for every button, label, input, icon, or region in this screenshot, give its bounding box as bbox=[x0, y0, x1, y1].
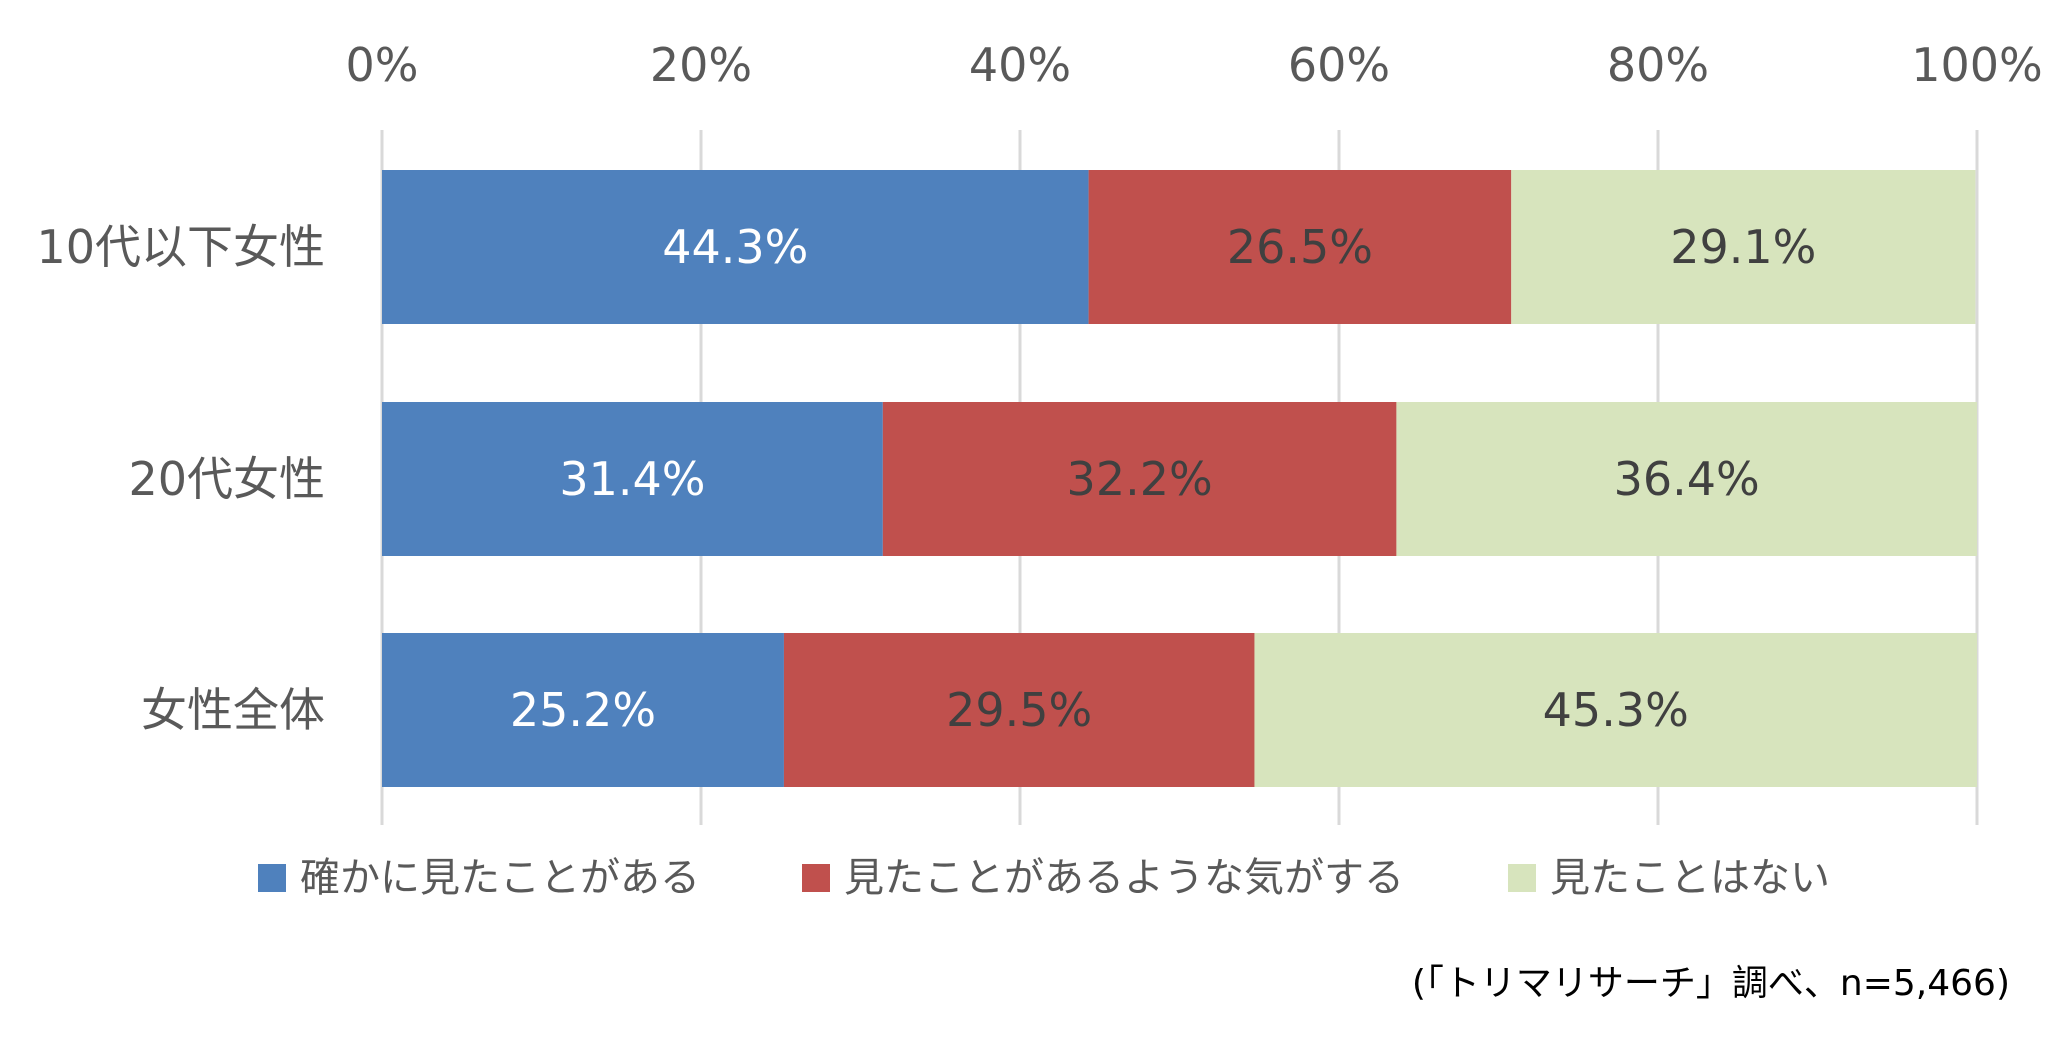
data-label: 45.3% bbox=[1543, 683, 1689, 737]
data-label: 26.5% bbox=[1227, 220, 1373, 274]
legend-swatch bbox=[802, 864, 830, 892]
category-label: 20代女性 bbox=[128, 452, 325, 506]
bar-segment bbox=[382, 170, 1089, 324]
legend-swatch bbox=[1508, 864, 1536, 892]
bar-segment bbox=[382, 633, 784, 787]
bar-segment bbox=[1254, 633, 1977, 787]
bars: 44.3% 26.5% 29.1% 31.4% 32.2% 36.4% 25.2% 29.5%… bbox=[382, 170, 1977, 787]
x-tick-label: 100% bbox=[1911, 38, 2043, 92]
bar-segment bbox=[1511, 170, 1976, 324]
legend-label: 見たことはない bbox=[1550, 855, 1830, 901]
data-label: 25.2% bbox=[510, 683, 656, 737]
bar-segment bbox=[1396, 402, 1977, 556]
bar-segment bbox=[882, 402, 1397, 556]
data-label: 31.4% bbox=[559, 452, 705, 506]
x-tick-label: 60% bbox=[1288, 38, 1390, 92]
legend-label: 見たことがあるような気がする bbox=[844, 855, 1404, 901]
category-label: 10代以下女性 bbox=[36, 220, 325, 274]
bar-segment bbox=[1088, 170, 1512, 324]
x-tick-label: 80% bbox=[1607, 38, 1709, 92]
source-note: (「トリマリサーチ」調べ、n=5,466) bbox=[1412, 963, 2010, 1004]
data-label: 44.3% bbox=[662, 220, 808, 274]
legend-label: 確かに見たことがある bbox=[300, 855, 700, 901]
bar-segment bbox=[382, 402, 883, 556]
data-label: 36.4% bbox=[1614, 452, 1760, 506]
data-label: 29.1% bbox=[1670, 220, 1816, 274]
data-label: 32.2% bbox=[1067, 452, 1213, 506]
category-label: 女性全体 bbox=[141, 683, 325, 737]
x-tick-label: 20% bbox=[650, 38, 752, 92]
bar-segment bbox=[783, 633, 1255, 787]
legend: 確かに見たことがある 見たことがあるような気がする 見たことはない bbox=[258, 855, 1830, 901]
legend-swatch bbox=[258, 864, 286, 892]
x-tick-label: 40% bbox=[969, 38, 1071, 92]
x-axis-ticks: 0% 20% 40% 60% 80% 100% bbox=[346, 38, 2043, 92]
x-tick-label: 0% bbox=[346, 38, 419, 92]
data-label: 29.5% bbox=[946, 683, 1092, 737]
